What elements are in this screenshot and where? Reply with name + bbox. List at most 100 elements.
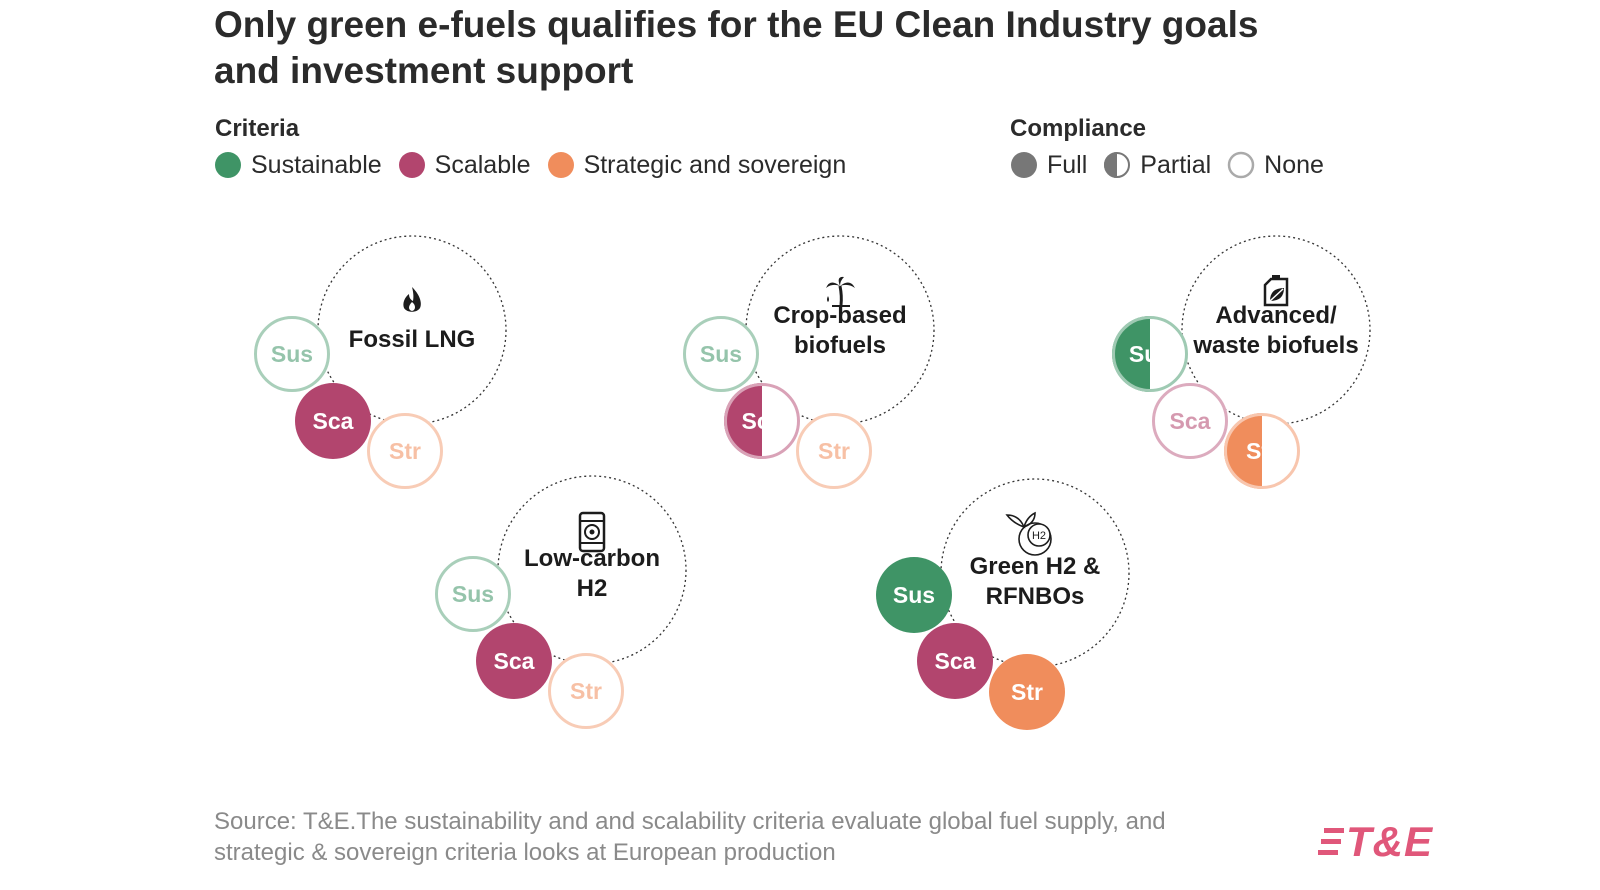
badge-label: Str bbox=[389, 438, 421, 464]
palm-trunk bbox=[838, 285, 843, 306]
fuel-label-line: Crop-based bbox=[773, 302, 906, 329]
flame-core bbox=[409, 302, 415, 311]
strategic-badge: Str bbox=[548, 653, 624, 729]
sustainable-badge: Sus bbox=[876, 557, 952, 633]
badge-label: Sus bbox=[893, 582, 935, 608]
fuel-group: Low-carbon H2 Sus Sca Str bbox=[435, 475, 687, 729]
palm-leaf bbox=[840, 282, 855, 288]
leaf-vein bbox=[1269, 288, 1284, 302]
h2-circle bbox=[1027, 523, 1051, 547]
speed-lines-icon bbox=[1318, 828, 1344, 855]
badge-ring bbox=[548, 653, 624, 729]
fuel-boundary-circle bbox=[745, 235, 935, 425]
fuel-label-line: waste biofuels bbox=[1192, 332, 1358, 359]
fuel-boundary-circle bbox=[497, 475, 687, 665]
scalable-badge: Sca bbox=[724, 383, 800, 459]
fuel-label-line: RFNBOs bbox=[986, 583, 1085, 610]
fuel-label-line: Low-carbon bbox=[524, 545, 660, 572]
drop-circle bbox=[1018, 522, 1052, 556]
legend-full-label: Full bbox=[1047, 150, 1088, 179]
badge-ring bbox=[1224, 413, 1300, 489]
fuel-group: Crop-based biofuels Sus Sca Str bbox=[683, 235, 935, 489]
badge-ring bbox=[683, 316, 759, 392]
badge-ring bbox=[796, 413, 872, 489]
logo-text: T&E bbox=[1346, 818, 1433, 865]
criteria-legend-title: Criteria bbox=[215, 115, 300, 142]
flame-shape bbox=[403, 287, 421, 312]
badge-ring bbox=[1112, 316, 1188, 392]
fuel-label-line: Fossil LNG bbox=[349, 326, 476, 353]
sustainable-badge: Sus bbox=[435, 556, 511, 632]
sustainable-badge: Sus bbox=[1112, 316, 1188, 392]
palm-leaf bbox=[826, 282, 840, 288]
badge-label: Sca bbox=[742, 408, 783, 434]
badge-ring bbox=[435, 556, 511, 632]
compliance-legend: Full Partial None bbox=[1010, 147, 1340, 183]
fuel-label-line: Green H2 & bbox=[970, 553, 1101, 580]
full-compliance-icon bbox=[1011, 152, 1037, 178]
legend-sustainable: Sustainable bbox=[214, 151, 382, 180]
legend-partial-label: Partial bbox=[1140, 150, 1212, 179]
hazard-dot bbox=[589, 529, 595, 535]
legend-scalable-label: Scalable bbox=[434, 150, 531, 179]
badge-label: Sca bbox=[1170, 408, 1211, 434]
palm-leaf bbox=[838, 276, 844, 286]
h2-leaf-icon: H2 bbox=[1005, 511, 1052, 556]
scalable-badge: Sca bbox=[476, 623, 552, 699]
criteria-legend: Sustainable Scalable Strategic and sover… bbox=[214, 147, 862, 183]
scalable-badge: Sca bbox=[295, 383, 371, 459]
source-note: Source: T&E.The sustainability and and s… bbox=[214, 808, 1166, 866]
badge-ring bbox=[1152, 383, 1228, 459]
badge-fill bbox=[989, 654, 1065, 730]
barrel-icon bbox=[578, 511, 606, 553]
can-cap bbox=[1272, 275, 1280, 279]
badge-label: Str bbox=[1246, 438, 1278, 464]
fuel-label-line: biofuels bbox=[794, 332, 886, 359]
badge-label: Sus bbox=[271, 341, 313, 367]
legend-none-label: None bbox=[1264, 150, 1324, 179]
badge-half-fill bbox=[1224, 413, 1262, 489]
fuel-group: Fossil LNG Sus Sca Str bbox=[254, 235, 507, 489]
chart-title: Only green e-fuels qualifies for the EU … bbox=[214, 4, 1259, 91]
fuel-boundary-circle bbox=[940, 478, 1130, 668]
fuel-group: H2 Green H2 & RFNBOs Sus Sca Str bbox=[876, 478, 1130, 730]
fuel-group: Advanced/waste biofuels Sus Sca Str bbox=[1112, 235, 1371, 489]
fuel-label-line: H2 bbox=[577, 575, 608, 602]
sustainable-badge: Sus bbox=[683, 316, 759, 392]
can-body bbox=[1263, 277, 1289, 307]
badge-label: Sca bbox=[935, 648, 976, 674]
leaf-right bbox=[1022, 511, 1036, 529]
badge-label: Sca bbox=[494, 648, 535, 674]
strategic-badge: Str bbox=[367, 413, 443, 489]
badge-fill bbox=[295, 383, 371, 459]
sustainable-badge: Sus bbox=[254, 316, 330, 392]
badge-half-fill bbox=[1112, 316, 1150, 392]
badge-label: Str bbox=[570, 678, 602, 704]
badge-label: Sus bbox=[452, 581, 494, 607]
badge-ring bbox=[254, 316, 330, 392]
fuel-label-line: Advanced/ bbox=[1215, 302, 1337, 329]
legend-strategic: Strategic and sovereign bbox=[547, 151, 846, 180]
badge-half-fill bbox=[724, 383, 762, 459]
hazard-circle bbox=[584, 524, 600, 540]
badge-label: Str bbox=[1011, 679, 1043, 705]
badge-fill bbox=[876, 557, 952, 633]
flame-icon bbox=[403, 287, 421, 312]
fuel-boundary-circle bbox=[317, 235, 507, 425]
badge-fill bbox=[917, 623, 993, 699]
legend-scalable: Scalable bbox=[398, 151, 531, 180]
leaf-left bbox=[1005, 514, 1026, 529]
legend-sustainable-label: Sustainable bbox=[251, 150, 382, 179]
badge-ring bbox=[367, 413, 443, 489]
badge-label: Sca bbox=[313, 408, 354, 434]
legend-partial: Partial bbox=[1103, 151, 1211, 180]
badge-fill bbox=[476, 623, 552, 699]
barrel-body bbox=[578, 511, 606, 553]
sustainable-swatch-icon bbox=[215, 152, 241, 178]
legend-full: Full bbox=[1010, 151, 1087, 180]
scalable-badge: Sca bbox=[1152, 383, 1228, 459]
strategic-badge: Str bbox=[796, 413, 872, 489]
scalable-badge: Sca bbox=[917, 623, 993, 699]
strategic-badge: Str bbox=[1224, 413, 1300, 489]
